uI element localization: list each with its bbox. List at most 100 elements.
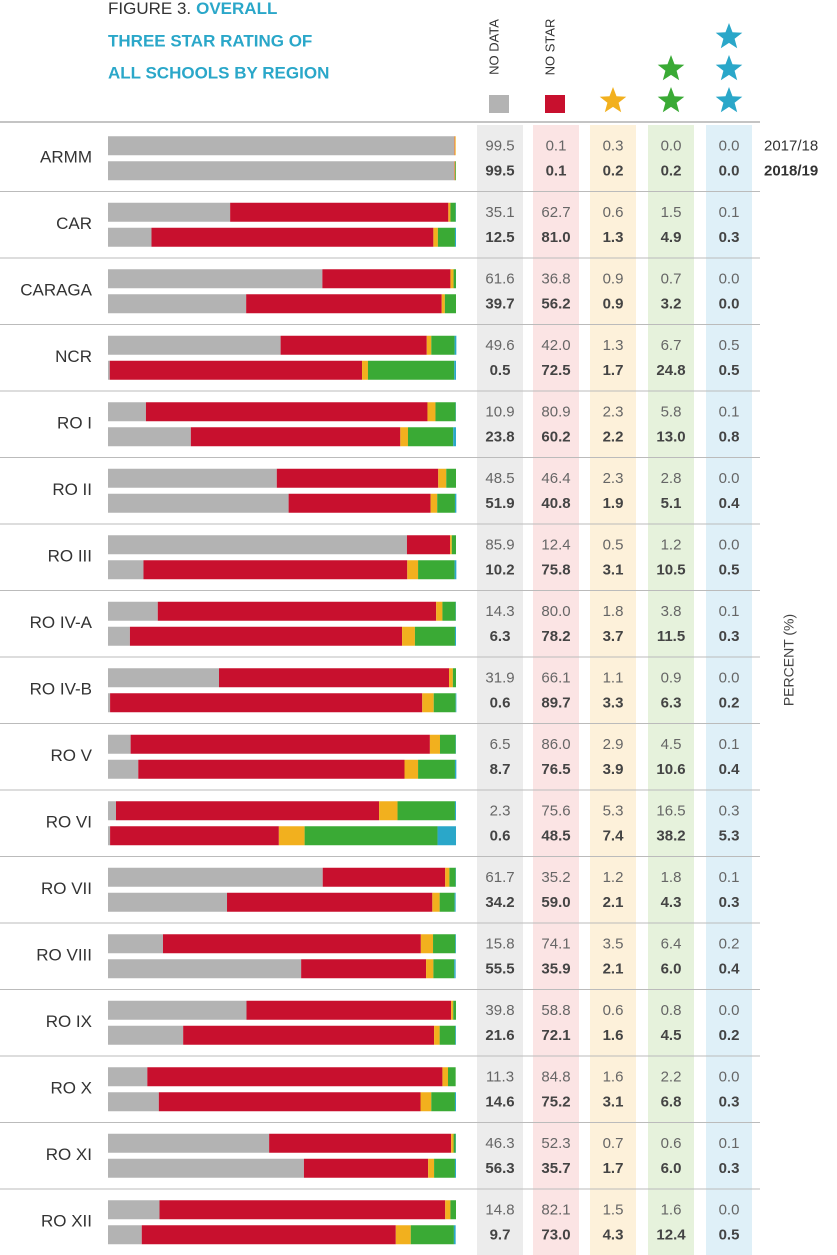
bar-segment bbox=[451, 1000, 454, 1020]
bar-segment bbox=[434, 1025, 440, 1045]
value-label: 0.2 bbox=[719, 695, 740, 712]
bar-segment bbox=[448, 202, 451, 222]
value-label: 5.3 bbox=[719, 828, 740, 845]
bar-segment bbox=[395, 1225, 411, 1245]
value-label: 75.6 bbox=[541, 803, 570, 820]
value-label: 0.9 bbox=[603, 271, 624, 288]
bar-segment bbox=[110, 693, 423, 713]
value-label: 0.6 bbox=[661, 1135, 682, 1152]
value-label: 35.9 bbox=[541, 961, 570, 978]
value-label: 3.1 bbox=[603, 562, 624, 579]
bar-segment bbox=[108, 1225, 142, 1245]
value-label: 4.5 bbox=[661, 1027, 682, 1044]
value-label: 0.8 bbox=[719, 429, 740, 446]
bar-segment bbox=[454, 959, 456, 979]
bar-segment bbox=[418, 759, 455, 779]
value-label: 2.1 bbox=[603, 961, 624, 978]
bar-segment bbox=[246, 294, 442, 314]
value-label: 61.6 bbox=[485, 271, 514, 288]
value-label: 31.9 bbox=[485, 670, 514, 687]
bar-segment bbox=[162, 934, 421, 954]
value-label: 12.4 bbox=[541, 537, 570, 554]
bar-segment bbox=[451, 1133, 454, 1153]
value-label: 0.3 bbox=[719, 803, 740, 820]
value-label: 46.3 bbox=[485, 1135, 514, 1152]
bar-segment bbox=[454, 360, 456, 380]
value-label: 0.3 bbox=[719, 628, 740, 645]
value-label: 11.3 bbox=[486, 1069, 514, 1086]
bar-segment bbox=[455, 934, 456, 954]
bar-segment bbox=[420, 934, 434, 954]
year-label: 2018/19 bbox=[764, 163, 818, 180]
bar-segment bbox=[454, 1092, 456, 1112]
bar-segment bbox=[454, 161, 456, 181]
value-label: 42.0 bbox=[541, 337, 570, 354]
value-label: 0.3 bbox=[719, 1160, 740, 1177]
region-label: RO VI bbox=[46, 813, 92, 832]
value-label: 99.5 bbox=[485, 163, 514, 180]
value-label: 1.6 bbox=[661, 1202, 682, 1219]
bar-segment bbox=[430, 493, 438, 513]
region-label: RO IV-A bbox=[30, 613, 93, 632]
value-label: 4.9 bbox=[661, 229, 682, 246]
value-label: 0.5 bbox=[719, 1227, 740, 1244]
value-label: 0.5 bbox=[719, 362, 740, 379]
legend-star bbox=[715, 55, 743, 81]
bar-segment bbox=[444, 294, 456, 314]
value-label: 36.8 bbox=[541, 271, 570, 288]
legend-star bbox=[715, 23, 743, 49]
bar-segment bbox=[367, 360, 455, 380]
value-label: 78.2 bbox=[541, 628, 570, 645]
bar-segment bbox=[108, 867, 323, 887]
value-label: 7.4 bbox=[603, 828, 625, 845]
value-label: 6.3 bbox=[490, 628, 511, 645]
bar-segment bbox=[108, 1067, 148, 1087]
title-line: ALL SCHOOLS BY REGION bbox=[108, 63, 329, 82]
bar-segment bbox=[303, 1158, 429, 1178]
bar-segment bbox=[108, 136, 455, 156]
region-label: RO VIII bbox=[36, 946, 92, 965]
bar-segment bbox=[108, 1133, 270, 1153]
bar-segment bbox=[147, 1067, 443, 1087]
bar-segment bbox=[108, 1092, 159, 1112]
value-label: 10.2 bbox=[485, 562, 514, 579]
bar-segment bbox=[143, 560, 408, 580]
value-label: 2.1 bbox=[603, 894, 624, 911]
bar-segment bbox=[108, 959, 302, 979]
value-label: 3.1 bbox=[603, 1094, 624, 1111]
value-label: 6.8 bbox=[661, 1094, 682, 1111]
value-label: 46.4 bbox=[541, 470, 570, 487]
value-label: 74.1 bbox=[541, 936, 570, 953]
bar-segment bbox=[138, 759, 405, 779]
bar-segment bbox=[108, 227, 152, 247]
bar-segment bbox=[158, 1092, 421, 1112]
value-label: 80.9 bbox=[541, 404, 570, 421]
value-label: 0.9 bbox=[661, 670, 682, 687]
value-label: 72.1 bbox=[541, 1027, 570, 1044]
title-line: OVERALL bbox=[196, 0, 277, 18]
value-label: 81.0 bbox=[541, 229, 570, 246]
value-label: 5.1 bbox=[661, 495, 682, 512]
bar-segment bbox=[407, 427, 454, 447]
column-band bbox=[477, 125, 523, 1255]
value-label: 1.2 bbox=[603, 869, 624, 886]
value-label: 0.1 bbox=[546, 163, 567, 180]
bar-segment bbox=[322, 867, 446, 887]
bar-segment bbox=[455, 161, 456, 181]
value-label: 0.0 bbox=[719, 163, 740, 180]
bar-segment bbox=[109, 360, 363, 380]
value-label: 1.3 bbox=[603, 337, 624, 354]
value-label: 76.5 bbox=[541, 761, 570, 778]
value-label: 0.0 bbox=[719, 537, 740, 554]
value-label: 1.6 bbox=[603, 1027, 624, 1044]
value-label: 4.5 bbox=[661, 736, 682, 753]
bar-segment bbox=[108, 1158, 304, 1178]
bar-segment bbox=[116, 801, 380, 821]
value-label: 2.3 bbox=[603, 404, 624, 421]
value-label: 62.7 bbox=[541, 204, 570, 221]
bar-segment bbox=[426, 335, 432, 355]
bar-segment bbox=[410, 1225, 454, 1245]
value-label: 15.8 bbox=[485, 936, 514, 953]
bar-segment bbox=[130, 734, 430, 754]
